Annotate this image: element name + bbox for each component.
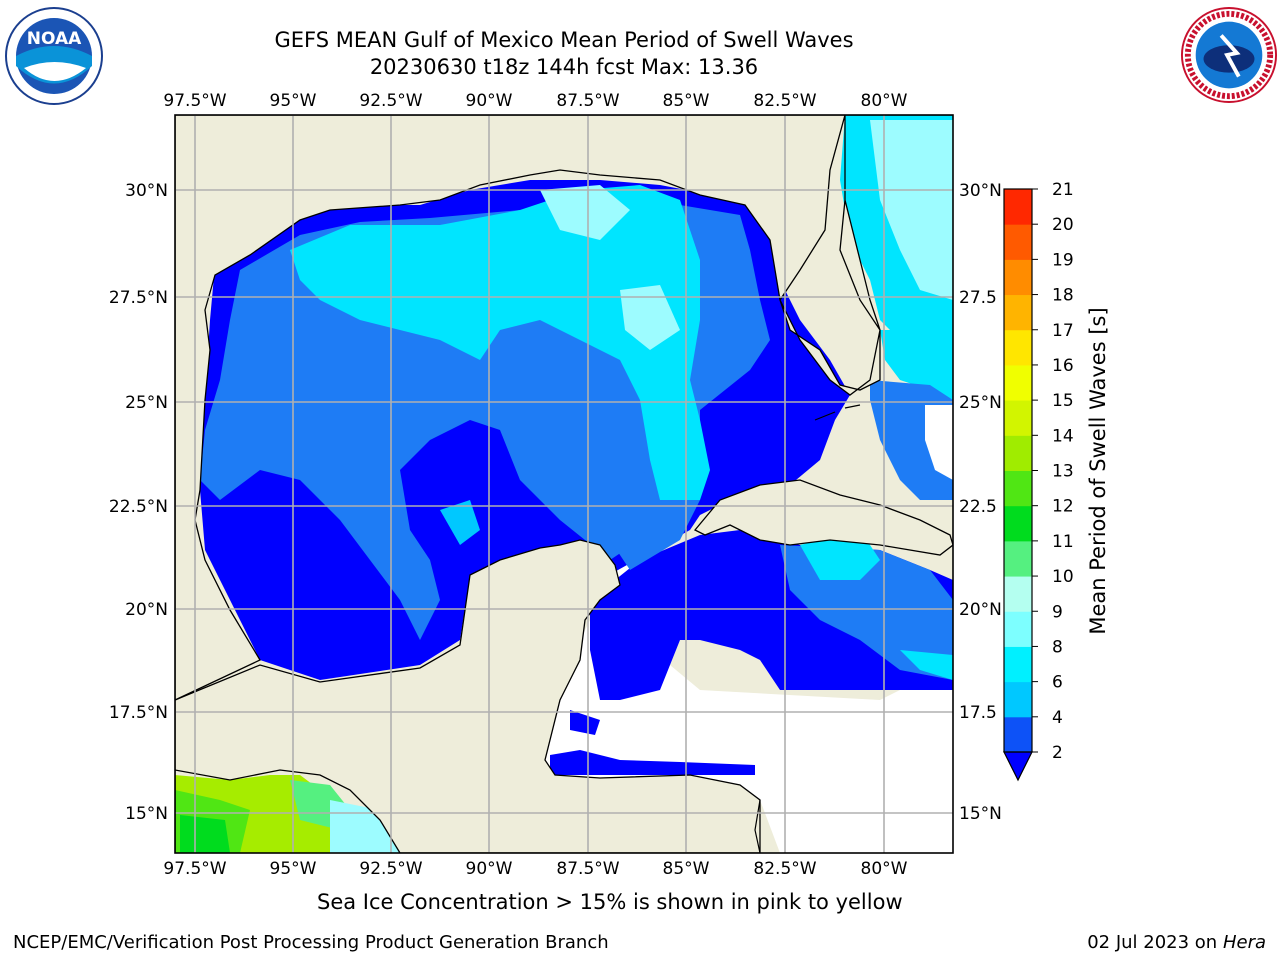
- footer-machine: Hera: [1222, 932, 1266, 953]
- lon-label-bottom-4: 87.5°W: [556, 859, 619, 879]
- lon-label-top-6: 82.5°W: [753, 91, 816, 111]
- lon-label-bottom-5: 85°W: [663, 859, 710, 879]
- colorbar-swatch: [1004, 435, 1032, 471]
- colorbar-swatch: [1004, 681, 1032, 718]
- lon-label-bottom-3: 90°W: [466, 859, 513, 879]
- colorbar-label: Mean Period of Swell Waves [s]: [1086, 307, 1110, 635]
- lon-label-top-5: 85°W: [663, 91, 710, 111]
- colorbar-tick-label: 11: [1052, 532, 1074, 552]
- colorbar-tick-label: 6: [1052, 673, 1063, 693]
- lon-label-top-3: 90°W: [466, 91, 513, 111]
- colorbar-tick-label: 15: [1052, 391, 1074, 411]
- chart-title-line-2: 20230630 t18z 144h fcst Max: 13.36: [369, 55, 759, 79]
- colorbar-swatch: [1004, 540, 1032, 577]
- colorbar-swatch: [1004, 189, 1032, 225]
- lat-label-left-3: 22.5°N: [109, 497, 168, 517]
- colorbar-swatch: [1004, 364, 1032, 401]
- footer-date: 02 Jul 2023 on Hera: [1087, 932, 1266, 953]
- colorbar-tick-label: 9: [1052, 602, 1063, 622]
- colorbar-tick-label: 19: [1052, 250, 1074, 270]
- lon-label-top-4: 87.5°W: [556, 91, 619, 111]
- lon-label-bottom-0: 97.5°W: [163, 859, 226, 879]
- map-frame: [174, 114, 954, 854]
- colorbar-tick-label: 16: [1052, 356, 1074, 376]
- footnote: Sea Ice Concentration > 15% is shown in …: [317, 890, 903, 914]
- lat-label-right-2: 25°N: [959, 393, 1002, 413]
- noaa-logo: NOAA: [5, 7, 103, 105]
- colorbar-swatch: [1004, 400, 1032, 436]
- colorbar: 2 4 6 8 9 10 11 12 13 14 15 16 17 18 19 20 21: [1003, 180, 1074, 782]
- lon-label-bottom-2: 92.5°W: [359, 859, 422, 879]
- chart-title-line-1: GEFS MEAN Gulf of Mexico Mean Period of …: [274, 28, 854, 52]
- lat-label-right-1: 27.5: [959, 288, 997, 308]
- lat-label-left-6: 15°N: [125, 804, 168, 824]
- colorbar-tick-label: 12: [1052, 497, 1074, 517]
- colorbar-tick-label: 20: [1052, 215, 1074, 235]
- lon-label-bottom-7: 80°W: [861, 859, 908, 879]
- colorbar-swatch: [1004, 716, 1032, 753]
- lat-label-right-6: 15°N: [959, 804, 1002, 824]
- colorbar-swatch: [1004, 470, 1032, 507]
- colorbar-tick-label: 4: [1052, 708, 1063, 728]
- footer-date-text: 02 Jul 2023 on: [1087, 932, 1223, 953]
- nws-logo: [1180, 6, 1278, 104]
- lat-label-left-5: 17.5°N: [109, 703, 168, 723]
- land-us-gulf-coast: [175, 115, 953, 701]
- lat-label-right-5: 17.5: [959, 703, 997, 723]
- colorbar-swatch: [1004, 646, 1032, 683]
- colorbar-swatch: [1004, 259, 1032, 296]
- lat-label-left-0: 30°N: [125, 181, 168, 201]
- lon-label-top-7: 80°W: [861, 91, 908, 111]
- colorbar-swatch: [1004, 576, 1032, 612]
- lon-label-bottom-1: 95°W: [270, 859, 317, 879]
- colorbar-tick-label: 13: [1052, 462, 1074, 482]
- colorbar-swatch: [1004, 294, 1032, 331]
- colorbar-tick-label: 2: [1052, 743, 1063, 763]
- lat-label-right-3: 22.5: [959, 497, 997, 517]
- lon-label-top-1: 95°W: [270, 91, 317, 111]
- lon-label-bottom-6: 82.5°W: [753, 859, 816, 879]
- colorbar-swatch: [1004, 611, 1032, 647]
- colorbar-swatch: [1004, 505, 1032, 542]
- colorbar-swatch: [1004, 329, 1032, 366]
- colorbar-tick-label: 21: [1052, 180, 1074, 200]
- colorbar-tick-label: 17: [1052, 321, 1074, 341]
- colorbar-tick-label: 8: [1052, 637, 1063, 657]
- svg-text:NOAA: NOAA: [27, 29, 82, 49]
- map-gridlines: [175, 115, 953, 853]
- colorbar-tick-label: 14: [1052, 426, 1074, 446]
- colorbar-tick-label: 10: [1052, 567, 1074, 587]
- lat-label-left-4: 20°N: [125, 600, 168, 620]
- swell-zone-6-8s: [290, 185, 710, 500]
- lat-label-right-0: 30°N: [959, 181, 1002, 201]
- colorbar-tick-label: 18: [1052, 286, 1074, 306]
- footer-credit: NCEP/EMC/Verification Post Processing Pr…: [13, 932, 609, 953]
- colorbar-extend-arrow: [1003, 751, 1033, 782]
- land-mexico: [175, 539, 761, 853]
- lon-label-top-2: 92.5°W: [359, 91, 422, 111]
- lon-label-top-0: 97.5°W: [163, 91, 226, 111]
- land-cuba: [693, 479, 953, 556]
- lat-label-right-4: 20°N: [959, 600, 1002, 620]
- colorbar-swatch: [1004, 224, 1032, 260]
- lat-label-left-1: 27.5°N: [109, 288, 168, 308]
- lat-label-left-2: 25°N: [125, 393, 168, 413]
